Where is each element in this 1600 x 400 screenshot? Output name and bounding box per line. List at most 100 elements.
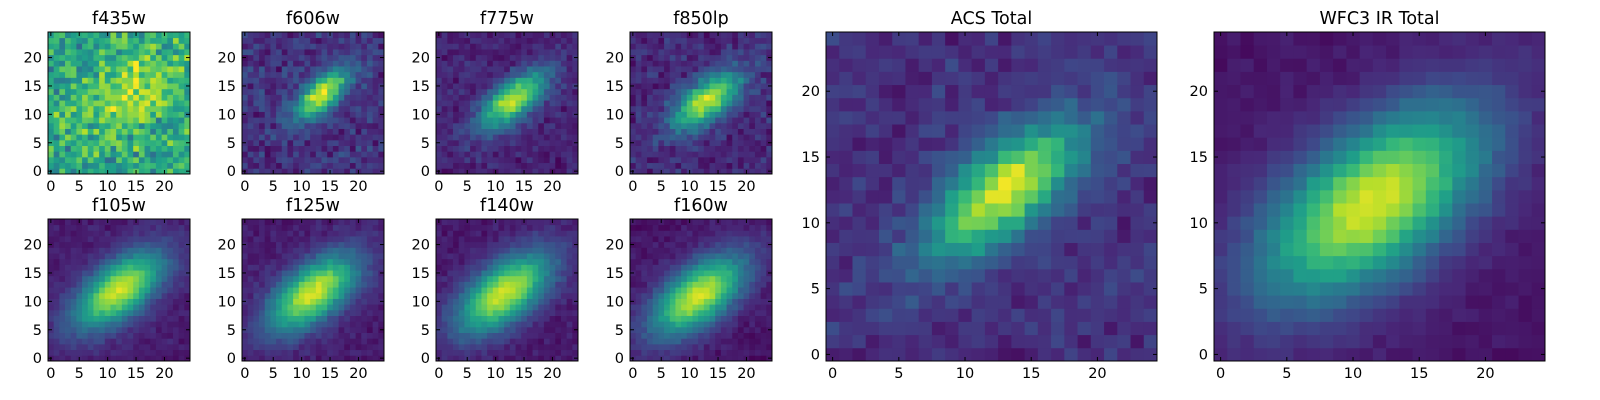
- heatmap-cell: [481, 304, 488, 311]
- x-tick-label: 5: [463, 366, 472, 382]
- heatmap-cell: [498, 111, 505, 118]
- heatmap-cell: [259, 77, 266, 84]
- heatmap-cell: [293, 105, 300, 112]
- heatmap-cell: [658, 275, 665, 282]
- heatmap-cell: [453, 54, 460, 61]
- heatmap-cell: [253, 49, 260, 56]
- heatmap-cell: [332, 241, 339, 248]
- heatmap-cell: [698, 71, 705, 78]
- heatmap-cell: [276, 332, 283, 339]
- heatmap-cell: [332, 139, 339, 146]
- heatmap-cell: [686, 100, 693, 107]
- heatmap-cell: [104, 77, 111, 84]
- heatmap-cell: [372, 309, 379, 316]
- heatmap-cell: [647, 77, 654, 84]
- heatmap-cell: [82, 122, 89, 129]
- heatmap-cell: [150, 309, 157, 316]
- heatmap-cell: [458, 122, 465, 129]
- heatmap-cell: [487, 304, 494, 311]
- heatmap-cell: [481, 298, 488, 305]
- heatmap-cell: [652, 111, 659, 118]
- heatmap-cell: [144, 117, 151, 124]
- heatmap-cell: [509, 326, 516, 333]
- heatmap-cell: [70, 270, 77, 277]
- heatmap-cell: [349, 117, 356, 124]
- heatmap-cell: [532, 128, 539, 135]
- heatmap-cell: [487, 338, 494, 345]
- heatmap-cell: [675, 321, 682, 328]
- heatmap-cell: [560, 100, 568, 107]
- heatmap-cell: [281, 117, 288, 124]
- heatmap-cell: [681, 117, 688, 124]
- heatmap-cell: [361, 100, 368, 107]
- heatmap-cell: [293, 100, 300, 107]
- heatmap-cell: [99, 275, 106, 282]
- heatmap-cell: [304, 54, 311, 61]
- heatmap-cell: [470, 156, 477, 164]
- heatmap-cell: [692, 309, 699, 316]
- heatmap-cell: [658, 66, 665, 73]
- heatmap-cell: [498, 94, 505, 101]
- heatmap-cell: [464, 37, 471, 44]
- heatmap-cell: [327, 298, 334, 305]
- heatmap-cell: [361, 83, 368, 90]
- heatmap-cell: [475, 49, 482, 56]
- heatmap-cell: [349, 247, 356, 254]
- heatmap-cell: [441, 326, 448, 333]
- heatmap-cell: [766, 338, 773, 345]
- heatmap-cell: [82, 37, 89, 44]
- heatmap-cell: [372, 264, 379, 271]
- heatmap-cell: [378, 281, 385, 288]
- heatmap-cell: [298, 258, 305, 265]
- heatmap-cell: [167, 270, 174, 277]
- heatmap-cell: [349, 241, 356, 248]
- heatmap-cell: [133, 338, 140, 345]
- heatmap-cell: [144, 343, 151, 351]
- heatmap-cell: [566, 54, 573, 61]
- heatmap-cell: [116, 332, 123, 339]
- heatmap-cell: [349, 162, 356, 169]
- heatmap-cell: [720, 54, 727, 61]
- heatmap-cell: [242, 304, 249, 311]
- heatmap-cell: [378, 338, 385, 345]
- heatmap-cell: [492, 134, 499, 141]
- heatmap-cell: [492, 236, 499, 243]
- heatmap-cell: [447, 83, 454, 90]
- heatmap-cell: [287, 66, 294, 73]
- heatmap-cell: [65, 156, 72, 164]
- heatmap-cell: [538, 145, 545, 152]
- heatmap-cell: [355, 332, 362, 339]
- heatmap-cell: [247, 287, 254, 294]
- heatmap-cell: [161, 247, 168, 254]
- heatmap-cell: [681, 355, 688, 362]
- heatmap-cell: [87, 54, 94, 61]
- heatmap-cell: [332, 219, 339, 226]
- heatmap-cell: [470, 241, 477, 248]
- axes-frame: [629, 31, 773, 175]
- heatmap-cell: [658, 111, 665, 118]
- heatmap-cell: [647, 275, 654, 282]
- heatmap-cell: [87, 151, 94, 158]
- heatmap-cell: [155, 156, 162, 164]
- heatmap-cell: [110, 139, 117, 146]
- heatmap-cell: [332, 77, 339, 84]
- heatmap-cell: [332, 49, 339, 56]
- heatmap-cell: [630, 117, 637, 124]
- heatmap-cell: [436, 71, 443, 78]
- heatmap-cell: [281, 230, 288, 237]
- heatmap-cell: [436, 247, 443, 254]
- heatmap-cell: [332, 326, 339, 333]
- heatmap-cell: [647, 66, 654, 73]
- heatmap-cell: [669, 111, 676, 118]
- heatmap-cell: [475, 292, 482, 299]
- heatmap-cell: [681, 151, 688, 158]
- heatmap-cell: [664, 168, 671, 175]
- heatmap-cell: [281, 258, 288, 265]
- heatmap-cell: [167, 37, 174, 44]
- heatmap-cell: [732, 77, 739, 84]
- heatmap-cell: [338, 247, 345, 254]
- heatmap-cell: [310, 315, 317, 322]
- heatmap-cell: [133, 258, 140, 265]
- heatmap-cell: [138, 219, 145, 226]
